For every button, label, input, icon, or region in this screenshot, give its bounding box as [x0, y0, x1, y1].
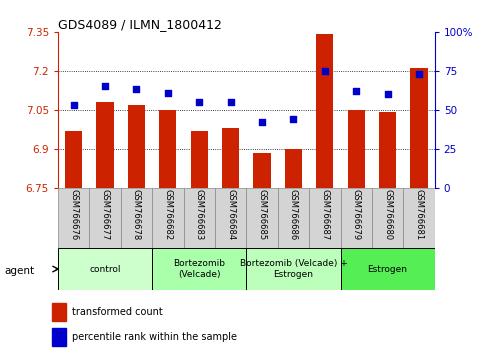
Bar [152, 248, 246, 290]
Bar [97, 102, 114, 188]
Point [321, 68, 328, 74]
Text: GSM766677: GSM766677 [100, 189, 110, 241]
Point [290, 116, 298, 122]
Bar [215, 188, 246, 248]
Bar [184, 188, 215, 248]
Bar [316, 34, 333, 188]
Bar [121, 188, 152, 248]
Bar [285, 149, 302, 188]
Text: GSM766683: GSM766683 [195, 189, 204, 241]
Text: Bortezomib (Velcade) +
Estrogen: Bortezomib (Velcade) + Estrogen [240, 259, 347, 279]
Point [258, 119, 266, 125]
Text: GSM766682: GSM766682 [163, 189, 172, 241]
Bar [65, 131, 82, 188]
Text: percentile rank within the sample: percentile rank within the sample [71, 332, 237, 342]
Text: Estrogen: Estrogen [368, 264, 408, 274]
Bar [246, 188, 278, 248]
Bar [152, 188, 184, 248]
Text: GSM766681: GSM766681 [414, 189, 424, 241]
Bar [254, 153, 270, 188]
Bar [222, 128, 239, 188]
Bar [246, 248, 341, 290]
Bar [403, 188, 435, 248]
Bar [379, 112, 396, 188]
Point [101, 84, 109, 89]
Bar [89, 188, 121, 248]
Bar [191, 131, 208, 188]
Point [353, 88, 360, 94]
Bar [341, 188, 372, 248]
Point [133, 87, 141, 92]
Text: GSM766687: GSM766687 [320, 189, 329, 241]
Point [164, 90, 172, 96]
Bar [278, 188, 309, 248]
Point [384, 91, 392, 97]
Bar [341, 248, 435, 290]
Bar [58, 248, 152, 290]
Bar [372, 188, 403, 248]
Bar [348, 110, 365, 188]
Bar [53, 303, 66, 321]
Text: agent: agent [5, 266, 35, 276]
Point [70, 102, 78, 108]
Text: control: control [89, 264, 121, 274]
Bar [159, 110, 176, 188]
Text: GSM766684: GSM766684 [226, 189, 235, 241]
Text: GSM766685: GSM766685 [257, 189, 267, 241]
Text: Bortezomib
(Velcade): Bortezomib (Velcade) [173, 259, 225, 279]
Text: GSM766678: GSM766678 [132, 189, 141, 241]
Text: GDS4089 / ILMN_1800412: GDS4089 / ILMN_1800412 [58, 18, 222, 31]
Bar [128, 104, 145, 188]
Point [195, 99, 203, 105]
Text: transformed count: transformed count [71, 307, 162, 317]
Point [415, 71, 423, 77]
Bar [58, 188, 89, 248]
Bar [53, 328, 66, 346]
Text: GSM766680: GSM766680 [383, 189, 392, 241]
Bar [309, 188, 341, 248]
Point [227, 99, 235, 105]
Bar [411, 68, 427, 188]
Text: GSM766686: GSM766686 [289, 189, 298, 241]
Text: GSM766679: GSM766679 [352, 189, 361, 241]
Text: GSM766676: GSM766676 [69, 189, 78, 241]
